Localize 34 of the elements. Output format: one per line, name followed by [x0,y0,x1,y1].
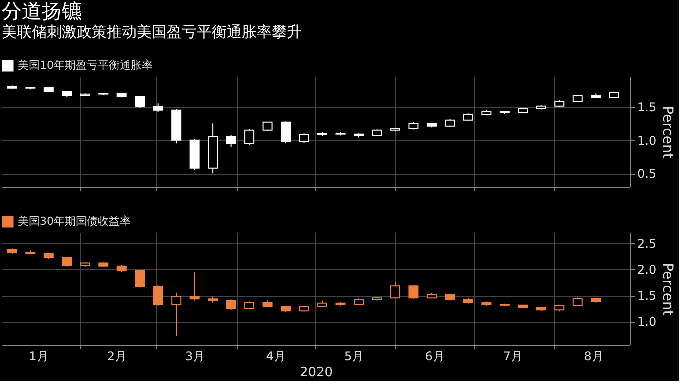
candlestick [281,121,292,144]
legend-label: 美国30年期国债收益率 [18,215,131,228]
y-tick-label: 2.0 [638,262,657,277]
y-tick-label: 0.5 [638,167,657,182]
y-tick-label: 1.0 [638,315,657,330]
candlestick [172,292,182,337]
y-tick-label: 1.0 [638,134,657,148]
candlestick [62,256,72,268]
candlestick [135,270,146,288]
x-axis-title: 2020 [300,366,334,380]
x-tick-label: 1月 [29,350,49,364]
candlestick [244,128,255,146]
candlestick [153,284,164,306]
x-tick-label: 7月 [503,350,524,364]
x-tick-label: 3月 [186,350,206,364]
y-tick-label: 1.5 [638,100,657,114]
x-tick-label: 6月 [425,350,445,364]
chart-title: 分道扬镳 [2,0,82,23]
y-axis-title: Percent [660,263,676,316]
y-tick-label: 1.5 [638,289,657,304]
legend-label: 美国10年期盈亏平衡通胀率 [18,59,153,72]
y-tick-label: 2.5 [638,236,657,251]
y-axis-title: Percent [660,106,676,160]
x-tick-label: 8月 [584,350,604,364]
candlestick [390,282,400,300]
candlestick [299,133,310,144]
x-tick-label: 4月 [266,350,286,364]
candlestick [408,284,419,300]
chart-subtitle: 美联储刺激政策推动美国盈亏平衡通胀率攀升 [2,23,302,41]
candlestick [226,134,236,148]
candlestick [226,299,236,311]
candlestick [190,272,200,302]
x-tick-label: 5月 [344,350,364,364]
x-tick-label: 2月 [107,350,127,364]
